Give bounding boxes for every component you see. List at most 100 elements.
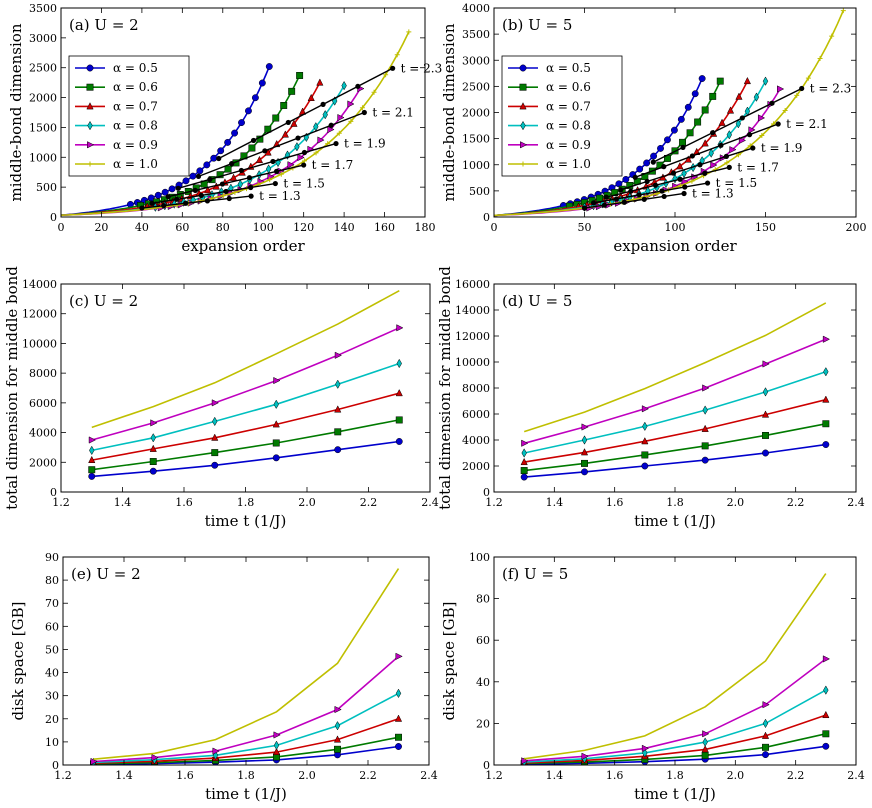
data-point (273, 399, 279, 410)
data-point (211, 461, 219, 469)
legend-marker (520, 141, 528, 149)
time-point (320, 101, 326, 107)
data-point (761, 731, 770, 739)
data-point (684, 155, 692, 163)
data-point (272, 420, 280, 428)
time-marker: t = 1.5 (590, 176, 757, 206)
y-tick-label: 12000 (22, 308, 57, 321)
data-point (823, 685, 829, 695)
series-line (91, 327, 400, 441)
data-point (251, 94, 259, 102)
data-point (701, 751, 709, 759)
y-tick-label: 0 (50, 486, 57, 499)
series-line (524, 398, 826, 463)
time-point (285, 119, 291, 126)
y-tick-label: 70 (45, 597, 59, 610)
y-axis-label: total dimension for middle bond (3, 266, 21, 510)
data-point (520, 473, 528, 481)
data-point (726, 106, 735, 114)
data-point (395, 688, 402, 699)
legend-entry: α = 0.7 (75, 99, 158, 113)
time-point (618, 187, 624, 193)
time-point (644, 178, 650, 185)
data-point (753, 92, 760, 102)
data-point (726, 130, 732, 140)
x-tick-label: 1.2 (52, 496, 70, 509)
y-tick-label: 10000 (455, 356, 490, 369)
panel-title: (d) U = 5 (502, 292, 572, 310)
data-point (664, 136, 671, 144)
legend-marker (87, 120, 93, 131)
y-tick-label: 2500 (29, 62, 57, 75)
time-point (601, 202, 608, 208)
data-point (371, 89, 377, 95)
time-point (223, 188, 229, 195)
time-point (641, 196, 647, 202)
data-point (677, 115, 685, 123)
legend-label: α = 1.0 (546, 157, 591, 171)
data-point (777, 85, 785, 93)
data-point (782, 108, 788, 114)
time-marker: t = 2.1 (195, 106, 414, 179)
data-point (650, 152, 658, 160)
x-tick-label: 1.4 (546, 769, 564, 782)
data-point (347, 100, 355, 108)
time-point (361, 109, 367, 116)
y-tick-label: 90 (45, 551, 59, 564)
time-point (301, 149, 308, 156)
x-tick-label: 1.8 (237, 769, 255, 782)
series-line (91, 419, 400, 471)
data-point (212, 416, 218, 427)
time-point (246, 175, 253, 181)
y-tick-label: 3000 (29, 32, 57, 45)
data-point (280, 102, 288, 109)
series-0.5 (88, 438, 403, 480)
y-tick-label: 0 (483, 759, 490, 772)
data-point (161, 188, 169, 196)
plot-area (90, 568, 403, 765)
series-0.8 (89, 358, 402, 456)
data-point (822, 420, 830, 428)
time-point (229, 161, 235, 167)
x-tick-label: 1.4 (115, 769, 133, 782)
data-point (307, 93, 315, 102)
time-label: t = 2.1 (786, 117, 828, 131)
chart-panel-f: 1.2 1.4 1.6 1.8 2.0 2.2 2.4 0 20 40 60 80 100 time t … (440, 551, 865, 803)
time-point (632, 174, 638, 180)
series-line (523, 338, 827, 445)
time-point (739, 115, 745, 121)
data-point (189, 172, 197, 180)
x-tick-label: 2.0 (298, 769, 316, 782)
x-axis-label: time t (1/J) (634, 512, 716, 530)
data-point (327, 125, 335, 134)
data-point (622, 175, 630, 183)
series-0.9 (88, 324, 404, 444)
chart-panel-b: t = 1.3t = 1.5 t = 1.7 t = 1.9 t = 2.1 t = 2… (440, 2, 867, 255)
y-tick-label: 16000 (455, 278, 490, 291)
data-point (265, 164, 272, 174)
series-line (524, 443, 826, 478)
time-point (219, 181, 225, 187)
time-point (799, 85, 805, 92)
legend: α = 0.5 α = 0.6 α = 0.7 α = 0.8 α = 0.9 α = 1… (501, 55, 623, 177)
data-point (348, 118, 354, 124)
panel-title: (a) U = 2 (69, 16, 139, 34)
data-point (702, 384, 710, 392)
data-point (284, 150, 291, 160)
data-point (272, 747, 281, 756)
data-point (701, 442, 709, 450)
data-point (701, 456, 709, 464)
data-point (761, 410, 770, 418)
data-point (182, 177, 190, 185)
data-point (89, 445, 95, 456)
plot-area (88, 289, 404, 480)
time-point (238, 167, 244, 174)
data-point (203, 161, 211, 169)
data-point (822, 395, 830, 403)
data-point (150, 433, 156, 443)
y-tick-label: 4000 (462, 434, 490, 447)
y-axis-label: middle-bond dimension (440, 23, 458, 201)
series-line (524, 689, 827, 763)
chart-panel-a: t = 1.3t = 1.5 t = 1.7 t = 1.9 t = 2.1 t = 2… (7, 2, 442, 255)
y-tick-label: 500 (469, 185, 490, 198)
